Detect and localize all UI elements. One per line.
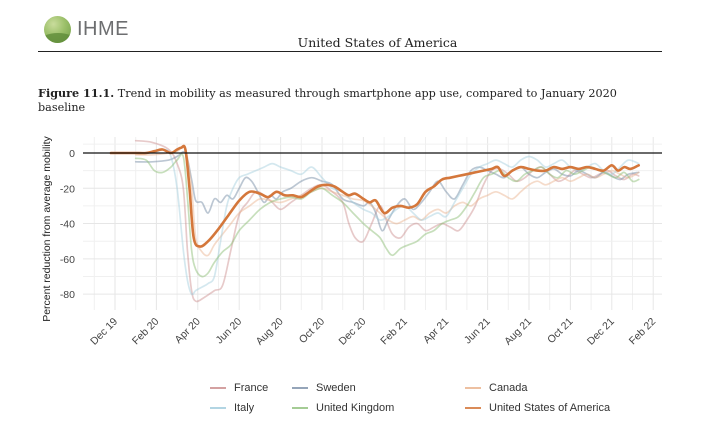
x-tick-label: Oct 21	[545, 316, 575, 346]
x-tick-label: Apr 20	[173, 316, 203, 346]
y-axis-label: Percent reduction from average mobility	[41, 135, 53, 321]
legend-label: United Kingdom	[316, 402, 395, 414]
series-line-canada	[134, 146, 640, 257]
x-tick-label: Feb 22	[627, 316, 659, 348]
legend-label: United States of America	[489, 402, 611, 414]
figure-caption-text: Trend in mobility as measured through sm…	[38, 87, 617, 114]
x-tick-label: Apr 21	[421, 316, 451, 346]
legend-item-france: France	[210, 382, 268, 394]
page-header-title: United States of America	[0, 35, 723, 50]
legend-swatch	[292, 407, 308, 409]
x-axis-ticks: Dec 19 Feb 20 Apr 20 Jun 20 Aug 20 Oct 20 Dec …	[88, 316, 658, 348]
legend-item-united-states-of-america: United States of America	[465, 402, 610, 414]
chart-series-group	[109, 139, 640, 303]
legend-item-sweden: Sweden	[292, 382, 356, 394]
x-tick-label: Dec 21	[585, 316, 617, 348]
y-tick-label: -40	[60, 219, 75, 231]
legend-swatch	[465, 407, 481, 409]
series-line-france	[134, 139, 640, 303]
ihme-logo-text: IHME	[77, 18, 129, 40]
x-tick-label: Jun 21	[462, 316, 493, 347]
legend-item-united-kingdom: United Kingdom	[292, 402, 394, 414]
legend-swatch	[292, 387, 308, 389]
y-tick-label: -20	[60, 183, 75, 195]
y-tick-label: -80	[60, 289, 75, 301]
legend-swatch	[210, 387, 226, 389]
y-tick-label: -60	[60, 254, 75, 266]
series-line-united-kingdom	[134, 153, 640, 278]
legend-label: Sweden	[316, 382, 356, 394]
legend-swatch	[210, 407, 226, 409]
x-tick-label: Dec 20	[337, 316, 369, 348]
header-divider	[38, 51, 662, 52]
x-tick-label: Feb 21	[378, 316, 410, 348]
legend-item-italy: Italy	[210, 402, 254, 414]
y-axis-ticks: 0 -20 -40 -60 -80	[60, 148, 75, 301]
legend-item-canada: Canada	[465, 382, 528, 394]
country-name: United States of America	[297, 35, 458, 50]
x-tick-label: Aug 21	[502, 316, 534, 348]
x-tick-label: Oct 20	[297, 316, 327, 346]
x-tick-label: Aug 20	[254, 316, 286, 348]
legend-label: France	[234, 382, 269, 394]
x-tick-label: Feb 20	[130, 316, 162, 348]
figure-caption: Figure 11.1. Trend in mobility as measur…	[38, 86, 664, 115]
ihme-logo: IHME	[44, 16, 129, 43]
legend-label: Italy	[234, 402, 255, 414]
y-tick-label: 0	[69, 148, 75, 160]
legend-swatch	[465, 387, 481, 389]
x-tick-label: Jun 20	[214, 316, 245, 347]
series-line-italy	[134, 148, 640, 296]
legend-label: Canada	[489, 382, 528, 394]
x-tick-label: Dec 19	[88, 316, 120, 348]
ihme-logo-mark-icon	[44, 16, 71, 43]
series-line-united-states-of-america	[109, 144, 640, 248]
figure-label: Figure 11.1.	[38, 86, 115, 100]
